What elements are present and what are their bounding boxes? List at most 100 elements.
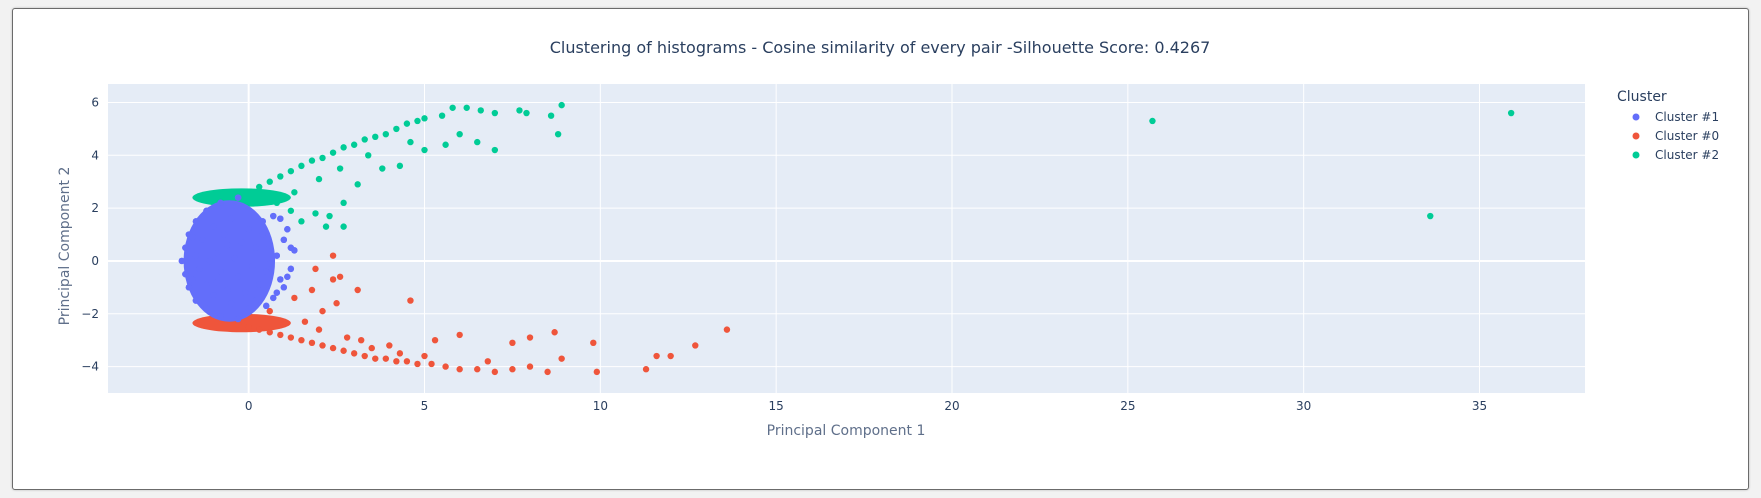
- data-point: [516, 107, 523, 114]
- data-point: [178, 257, 186, 265]
- legend-item-label: Cluster #1: [1655, 110, 1719, 124]
- cluster-2-dense-edge: [192, 188, 291, 207]
- data-point: [196, 265, 203, 273]
- data-point: [206, 257, 214, 265]
- data-point: [593, 368, 601, 376]
- x-axis-title: Principal Component 1: [767, 423, 926, 439]
- data-point: [692, 342, 699, 349]
- data-point: [277, 331, 284, 339]
- data-point: [199, 236, 207, 244]
- data-point: [442, 363, 449, 370]
- data-point: [224, 241, 231, 249]
- data-point: [259, 218, 266, 225]
- data-point: [312, 265, 319, 273]
- data-point: [319, 154, 326, 162]
- data-point: [192, 297, 200, 304]
- data-point: [266, 241, 273, 249]
- data-point: [256, 281, 263, 288]
- data-point: [350, 141, 358, 148]
- data-point: [273, 199, 280, 207]
- x-tick-label: 30: [1296, 399, 1311, 413]
- data-point: [326, 212, 333, 220]
- data-point: [558, 101, 565, 109]
- data-point: [259, 231, 266, 238]
- data-point: [379, 165, 386, 172]
- data-point: [298, 162, 305, 170]
- data-point: [340, 223, 347, 230]
- data-point: [354, 286, 361, 294]
- grid: [108, 84, 1585, 393]
- data-point: [449, 104, 456, 111]
- data-point: [340, 144, 347, 151]
- data-point: [213, 249, 221, 257]
- x-tick-label: 20: [944, 399, 959, 413]
- data-point: [438, 112, 446, 119]
- data-point: [263, 302, 270, 310]
- data-point: [203, 305, 210, 312]
- data-point: [245, 226, 252, 233]
- data-point: [361, 352, 368, 360]
- data-point: [224, 286, 231, 294]
- data-point: [291, 294, 298, 302]
- data-point: [273, 289, 280, 296]
- data-point: [526, 363, 534, 370]
- data-point: [217, 199, 224, 207]
- data-point: [403, 120, 411, 127]
- data-point: [238, 239, 245, 246]
- data-point: [192, 218, 200, 225]
- data-point: [266, 329, 273, 336]
- data-point: [653, 352, 660, 360]
- x-tick-label: 5: [421, 399, 429, 413]
- data-point: [266, 178, 273, 185]
- data-point: [1507, 109, 1515, 117]
- data-point: [723, 326, 731, 333]
- data-point: [336, 273, 344, 280]
- data-point: [474, 138, 481, 146]
- cluster-1-dense-core: [183, 200, 276, 322]
- plot-area: [108, 84, 1585, 393]
- data-point: [234, 273, 242, 280]
- data-point: [231, 255, 238, 262]
- data-point: [421, 352, 428, 360]
- data-point: [393, 125, 400, 133]
- data-point: [365, 152, 372, 159]
- data-point: [642, 366, 650, 373]
- data-point: [329, 252, 337, 259]
- data-point: [280, 284, 288, 291]
- data-point: [350, 350, 358, 357]
- data-point: [220, 231, 228, 238]
- data-point: [382, 355, 390, 362]
- data-point: [386, 342, 393, 349]
- data-point: [217, 313, 224, 320]
- data-point: [509, 339, 516, 347]
- data-point: [263, 268, 270, 275]
- data-point: [245, 323, 252, 331]
- x-tick-label: 0: [245, 399, 253, 413]
- x-tick-label: 35: [1472, 399, 1487, 413]
- data-point: [248, 263, 256, 270]
- data-point: [185, 284, 193, 291]
- data-point: [217, 268, 224, 275]
- data-point: [284, 226, 291, 233]
- data-point: [234, 321, 242, 328]
- data-point: [298, 336, 305, 344]
- data-point: [421, 115, 428, 122]
- data-point: [298, 218, 305, 225]
- data-point: [210, 223, 217, 230]
- data-point: [544, 368, 551, 376]
- data-point: [407, 297, 414, 304]
- data-point: [280, 321, 288, 328]
- data-point: [329, 344, 337, 352]
- data-point: [182, 244, 189, 251]
- data-point: [287, 167, 295, 175]
- data-point: [329, 149, 337, 156]
- legend-marker: [1632, 151, 1640, 159]
- data-point: [256, 183, 263, 191]
- data-point: [315, 175, 323, 183]
- data-point: [554, 130, 562, 138]
- data-point: [227, 215, 235, 222]
- data-point: [1149, 117, 1156, 125]
- data-point: [396, 350, 404, 357]
- data-point: [477, 107, 484, 114]
